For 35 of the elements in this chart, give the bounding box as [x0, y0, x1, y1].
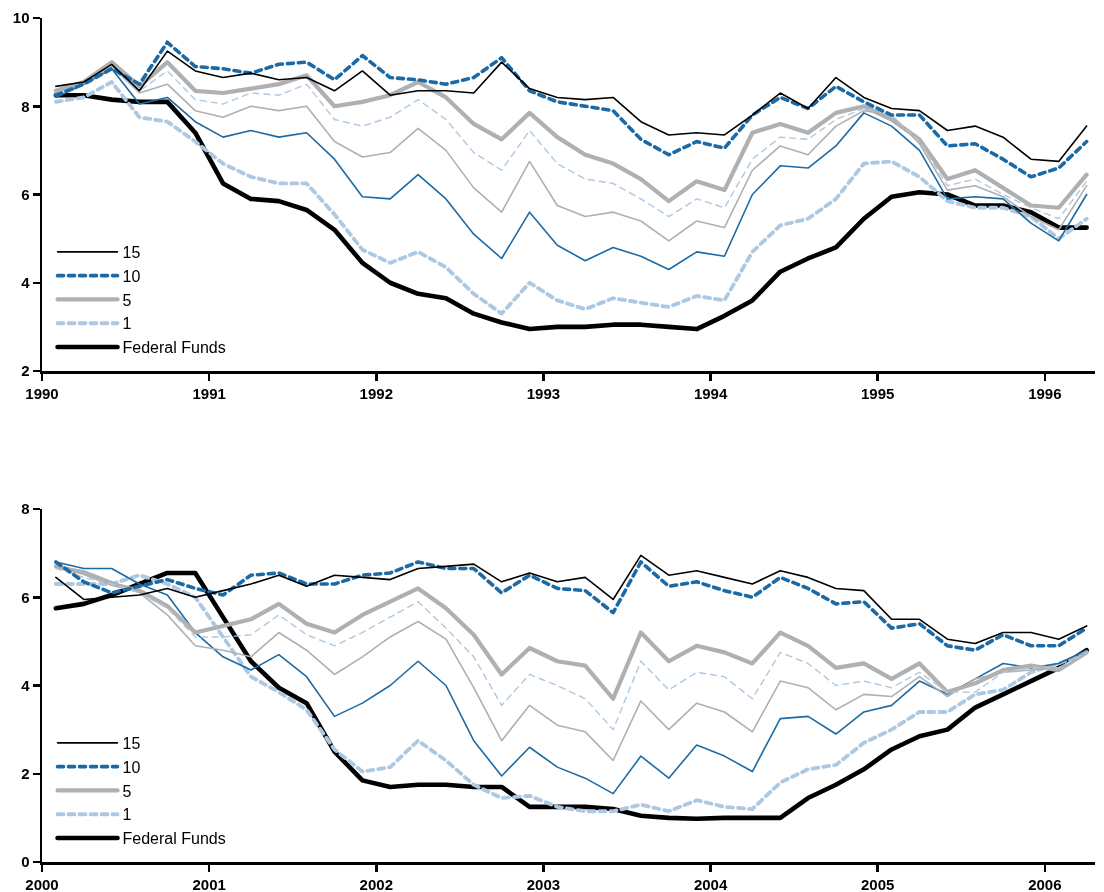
x-tick-label: 1996 — [1028, 384, 1062, 402]
x-tick-label: 1992 — [359, 384, 393, 402]
x-tick-label: 1993 — [526, 384, 561, 402]
y-tick-label: 2 — [21, 362, 30, 380]
legend-label: 15 — [122, 244, 141, 262]
x-tick-label: 2001 — [192, 875, 226, 892]
y-tick-label: 2 — [21, 765, 30, 782]
y-tick-label: 8 — [21, 97, 30, 115]
x-tick-label: 1994 — [693, 384, 728, 402]
legend-label: 5 — [122, 782, 132, 800]
x-tick-label: 1995 — [861, 384, 895, 402]
y-tick-label: 0 — [21, 853, 30, 871]
legend-label: 1 — [122, 806, 132, 824]
x-tick-label: 2003 — [526, 875, 561, 892]
legend-label: 15 — [122, 735, 141, 753]
x-tick-label: 2004 — [693, 875, 728, 892]
x-tick-label: 1990 — [25, 384, 59, 402]
legend-label: 10 — [122, 758, 141, 776]
x-tick-label: 2000 — [25, 875, 59, 892]
legend-label: Federal Funds — [122, 339, 226, 357]
x-tick-label: 1991 — [192, 384, 226, 402]
y-tick-label: 4 — [21, 274, 31, 291]
y-tick-label: 8 — [21, 500, 30, 518]
x-tick-label: 2005 — [861, 875, 895, 892]
x-tick-label: 2002 — [359, 875, 393, 892]
y-tick-label: 6 — [21, 588, 30, 606]
y-tick-label: 10 — [12, 9, 30, 27]
line-series — [55, 50, 1088, 163]
legend-label: Federal Funds — [122, 830, 226, 848]
y-tick-label: 6 — [21, 185, 30, 203]
legend-label: 1 — [122, 315, 132, 333]
legend-label: 5 — [122, 291, 132, 309]
legend-label: 10 — [122, 267, 141, 285]
x-tick-label: 2006 — [1028, 875, 1062, 892]
y-tick-label: 4 — [21, 676, 31, 694]
